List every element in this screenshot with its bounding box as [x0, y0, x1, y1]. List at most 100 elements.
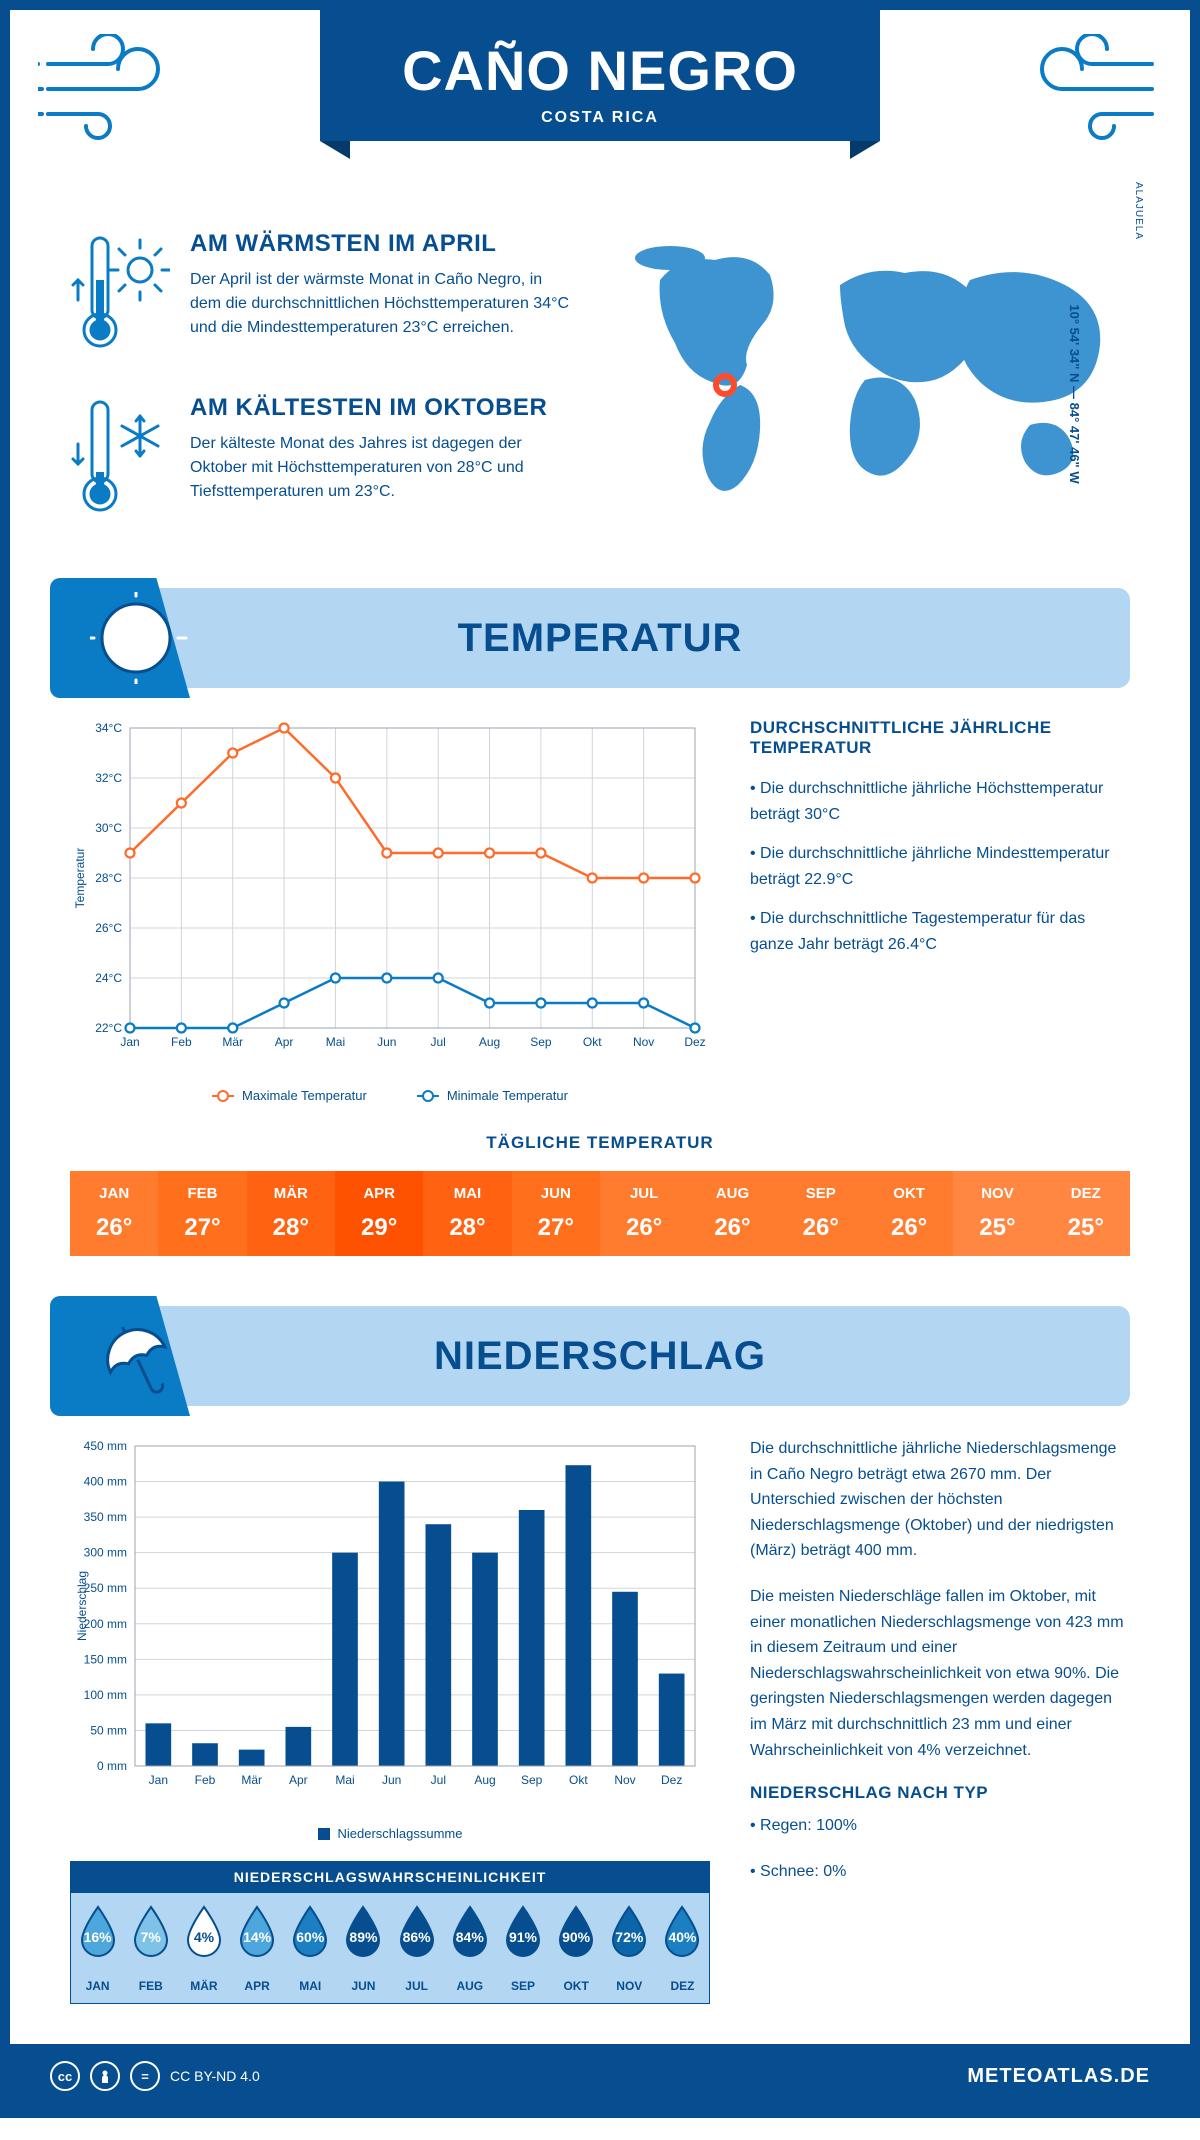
daily-cell: MAI28° — [423, 1171, 511, 1256]
daily-cell: JUL26° — [600, 1171, 688, 1256]
temperature-chart: 22°C 24°C 26°C 28°C 30°C 32°C 34°C Jan Feb Mär Apr… — [70, 718, 710, 1103]
svg-text:Mär: Mär — [241, 1773, 262, 1787]
header: CAÑO NEGRO COSTA RICA — [10, 10, 1190, 210]
daily-cell: NOV25° — [953, 1171, 1041, 1256]
world-map: 10° 54' 34" N — 84° 47' 46" W ALAJUELA — [610, 230, 1130, 558]
svg-text:Mär: Mär — [222, 1035, 243, 1049]
wind-icon — [1012, 34, 1162, 144]
daily-cell: AUG26° — [688, 1171, 776, 1256]
temperature-title: TEMPERATUR — [458, 616, 743, 661]
svg-text:24°C: 24°C — [95, 971, 122, 985]
svg-text:28°C: 28°C — [95, 871, 122, 885]
svg-text:Jan: Jan — [120, 1035, 139, 1049]
svg-text:Nov: Nov — [633, 1035, 654, 1049]
svg-text:32°C: 32°C — [95, 771, 122, 785]
daily-cell: OKT26° — [865, 1171, 953, 1256]
legend-precip: Niederschlagssumme — [318, 1826, 463, 1841]
license-text: CC BY-ND 4.0 — [170, 2068, 260, 2084]
svg-text:50 mm: 50 mm — [90, 1723, 127, 1737]
temperature-section-header: TEMPERATUR — [70, 588, 1130, 688]
brand: METEOATLAS.DE — [967, 2065, 1150, 2088]
sun-icon — [90, 592, 190, 684]
footer: cc = CC BY-ND 4.0 METEOATLAS.DE — [10, 2044, 1190, 2108]
svg-text:Okt: Okt — [569, 1773, 588, 1787]
legend-min: Minimale Temperatur — [417, 1088, 568, 1103]
prob-cell: 89% JUN — [337, 1893, 390, 2003]
daily-cell: SEP26° — [777, 1171, 865, 1256]
probability-table: 16% JAN 7% FEB 4% MÄR 14% APR 60% MAI 89… — [70, 1893, 710, 2004]
prob-cell: 16% JAN — [71, 1893, 124, 2003]
svg-text:200 mm: 200 mm — [84, 1617, 127, 1631]
svg-text:Mai: Mai — [335, 1773, 354, 1787]
prob-cell: 4% MÄR — [177, 1893, 230, 2003]
warmest-text: Der April ist der wärmste Monat in Caño … — [190, 268, 570, 340]
svg-text:Okt: Okt — [583, 1035, 602, 1049]
svg-text:Jun: Jun — [382, 1773, 401, 1787]
svg-text:34°C: 34°C — [95, 721, 122, 735]
svg-text:22°C: 22°C — [95, 1021, 122, 1035]
svg-text:Apr: Apr — [275, 1035, 294, 1049]
nd-icon: = — [130, 2061, 160, 2091]
svg-text:Jul: Jul — [431, 1773, 446, 1787]
page-subtitle: COSTA RICA — [320, 109, 880, 127]
svg-text:Aug: Aug — [474, 1773, 495, 1787]
daily-cell: MÄR28° — [247, 1171, 335, 1256]
svg-text:30°C: 30°C — [95, 821, 122, 835]
coldest-block: AM KÄLTESTEN IM OKTOBER Der kälteste Mon… — [70, 394, 570, 524]
warmest-title: AM WÄRMSTEN IM APRIL — [190, 230, 570, 258]
precipitation-section-header: NIEDERSCHLAG — [70, 1306, 1130, 1406]
region-label: ALAJUELA — [1133, 182, 1144, 240]
svg-text:Jun: Jun — [377, 1035, 396, 1049]
svg-text:Nov: Nov — [614, 1773, 635, 1787]
svg-text:Aug: Aug — [479, 1035, 500, 1049]
prob-cell: 7% FEB — [124, 1893, 177, 2003]
prob-cell: 86% JUL — [390, 1893, 443, 2003]
svg-text:150 mm: 150 mm — [84, 1652, 127, 1666]
prob-cell: 90% OKT — [550, 1893, 603, 2003]
coldest-text: Der kälteste Monat des Jahres ist dagege… — [190, 432, 570, 504]
probability-title: NIEDERSCHLAGSWAHRSCHEINLICHKEIT — [70, 1861, 710, 1893]
daily-temp-table: JAN26°FEB27°MÄR28°APR29°MAI28°JUN27°JUL2… — [70, 1171, 1130, 1256]
prob-cell: 91% SEP — [496, 1893, 549, 2003]
precipitation-chart: 0 mm 50 mm 100 mm 150 mm 200 mm 250 mm 300 mm 3… — [70, 1436, 710, 1841]
warmest-block: AM WÄRMSTEN IM APRIL Der April ist der w… — [70, 230, 570, 360]
svg-text:26°C: 26°C — [95, 921, 122, 935]
svg-text:Jan: Jan — [149, 1773, 168, 1787]
coordinates: 10° 54' 34" N — 84° 47' 46" W — [1067, 304, 1082, 483]
svg-text:Niederschlag: Niederschlag — [75, 1571, 89, 1641]
daily-temp-title: TÄGLICHE TEMPERATUR — [70, 1133, 1130, 1153]
svg-text:350 mm: 350 mm — [84, 1510, 127, 1524]
title-banner: CAÑO NEGRO COSTA RICA — [320, 10, 880, 141]
svg-text:450 mm: 450 mm — [84, 1439, 127, 1453]
page-title: CAÑO NEGRO — [320, 38, 880, 103]
svg-text:Mai: Mai — [326, 1035, 345, 1049]
svg-text:Feb: Feb — [195, 1773, 216, 1787]
prob-cell: 84% AUG — [443, 1893, 496, 2003]
svg-text:Jul: Jul — [431, 1035, 446, 1049]
precipitation-title: NIEDERSCHLAG — [434, 1334, 766, 1379]
svg-text:250 mm: 250 mm — [84, 1581, 127, 1595]
coldest-title: AM KÄLTESTEN IM OKTOBER — [190, 394, 570, 422]
daily-cell: FEB27° — [158, 1171, 246, 1256]
svg-text:0 mm: 0 mm — [97, 1759, 127, 1773]
cc-icon: cc — [50, 2061, 80, 2091]
svg-text:Temperatur: Temperatur — [73, 848, 87, 909]
svg-text:400 mm: 400 mm — [84, 1475, 127, 1489]
thermometer-snow-icon — [70, 394, 170, 524]
thermometer-sun-icon — [70, 230, 170, 360]
umbrella-icon — [90, 1310, 190, 1402]
prob-cell: 60% MAI — [284, 1893, 337, 2003]
svg-text:300 mm: 300 mm — [84, 1546, 127, 1560]
svg-text:Dez: Dez — [684, 1035, 705, 1049]
svg-text:100 mm: 100 mm — [84, 1688, 127, 1702]
svg-text:Feb: Feb — [171, 1035, 192, 1049]
wind-icon — [38, 34, 188, 144]
temperature-facts: DURCHSCHNITTLICHE JÄHRLICHE TEMPERATUR •… — [750, 718, 1130, 1103]
daily-cell: JAN26° — [70, 1171, 158, 1256]
svg-text:Apr: Apr — [289, 1773, 308, 1787]
prob-cell: 14% APR — [231, 1893, 284, 2003]
daily-cell: DEZ25° — [1042, 1171, 1130, 1256]
svg-text:Dez: Dez — [661, 1773, 682, 1787]
daily-cell: APR29° — [335, 1171, 423, 1256]
legend-max: Maximale Temperatur — [212, 1088, 367, 1103]
